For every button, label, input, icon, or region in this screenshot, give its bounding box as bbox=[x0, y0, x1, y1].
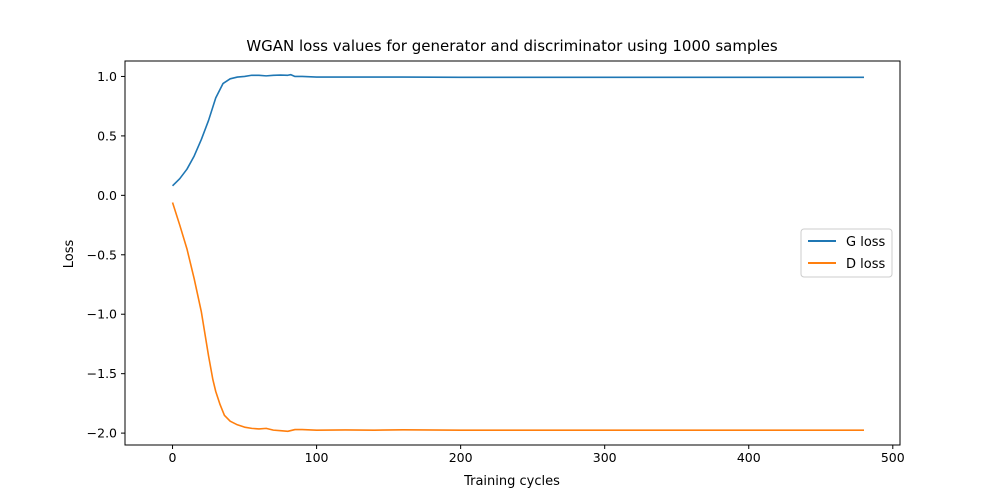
chart-title: WGAN loss values for generator and discr… bbox=[246, 37, 778, 55]
y-tick-label-0: 1.0 bbox=[97, 69, 117, 84]
legend: G loss D loss bbox=[800, 228, 893, 278]
y-axis-label: Loss bbox=[62, 240, 77, 269]
x-tick-label-400: 400 bbox=[737, 450, 761, 465]
x-tick-label-500: 500 bbox=[881, 450, 905, 465]
plot-area: 0 100 200 300 400 500 1.0 0.5 0.0 −0.5 −1.0 −1.5 −2.… bbox=[87, 60, 905, 465]
y-tick-label-2: 0.0 bbox=[97, 188, 117, 203]
y-tick-label-1: 0.5 bbox=[97, 128, 117, 143]
legend-label-d-loss: D loss bbox=[846, 257, 885, 272]
y-tick-label-4: −1.0 bbox=[87, 307, 117, 322]
series-line-d-loss bbox=[171, 202, 864, 433]
x-tick-label-200: 200 bbox=[449, 450, 473, 465]
x-tick-label-300: 300 bbox=[593, 450, 617, 465]
plot-frame bbox=[124, 60, 901, 446]
x-axis-label: Training cycles bbox=[463, 474, 560, 489]
y-tick-label-6: −2.0 bbox=[87, 426, 117, 441]
y-tick-label-5: −1.5 bbox=[87, 366, 117, 381]
x-tick-label-100: 100 bbox=[305, 450, 329, 465]
x-tick-label-0: 0 bbox=[169, 450, 177, 465]
legend-label-g-loss: G loss bbox=[846, 235, 886, 250]
series-line-g-loss bbox=[171, 73, 864, 187]
y-tick-label-3: −0.5 bbox=[87, 247, 117, 262]
